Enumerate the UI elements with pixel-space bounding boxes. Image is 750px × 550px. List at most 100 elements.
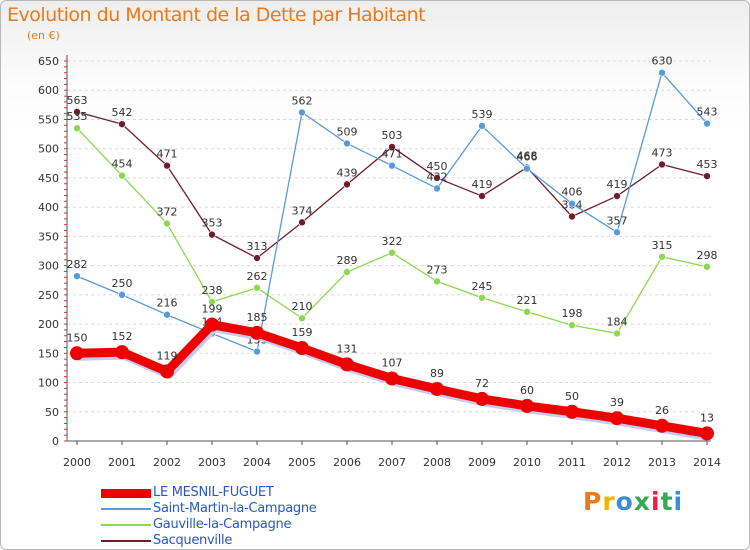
data-point [73, 124, 81, 133]
legend-label: Gauville-la-Campagne [153, 517, 292, 532]
data-label: 262 [247, 270, 268, 283]
data-label: 13 [700, 411, 714, 424]
data-point [163, 310, 171, 319]
data-point [613, 192, 621, 200]
data-point [298, 218, 306, 227]
chart-title: Evolution du Montant de la Dette par Hab… [7, 4, 426, 26]
data-point [700, 426, 714, 441]
data-point [163, 219, 171, 228]
data-point [703, 262, 711, 271]
data-label: 245 [472, 280, 493, 293]
data-point [658, 68, 666, 77]
x-tick-label: 2000 [63, 456, 91, 469]
chart-unit-label: (en €) [27, 29, 60, 42]
data-label: 198 [562, 307, 583, 320]
data-label: 453 [697, 158, 718, 171]
data-label: 503 [382, 129, 403, 142]
data-label: 372 [157, 206, 178, 219]
logo-letter: P [583, 487, 603, 516]
data-point [433, 277, 441, 286]
legend-swatch [101, 540, 151, 542]
x-tick-label: 2008 [423, 456, 451, 469]
x-tick-label: 2001 [108, 456, 136, 469]
data-point [340, 357, 354, 372]
data-point [208, 298, 216, 306]
data-point [433, 174, 441, 182]
data-label: 322 [382, 235, 403, 248]
data-label: 535 [67, 110, 88, 123]
data-label: 89 [430, 367, 444, 380]
data-label: 282 [67, 258, 88, 271]
data-label: 473 [652, 146, 673, 159]
data-point [478, 293, 486, 302]
x-tick-label: 2005 [288, 456, 316, 469]
data-point [703, 172, 711, 180]
data-point [523, 164, 531, 173]
data-label: 419 [607, 178, 628, 191]
data-point [70, 346, 84, 361]
data-point [388, 161, 396, 170]
data-point [385, 371, 399, 386]
data-label: 159 [292, 326, 313, 339]
data-label: 250 [112, 277, 133, 290]
data-label: 210 [292, 300, 313, 313]
y-tick-label: 350 [38, 230, 59, 243]
legend: LE MESNIL-FUGUET Saint-Martin-la-Campagne… [101, 485, 361, 549]
y-tick-label: 200 [38, 318, 59, 331]
data-point [565, 404, 579, 419]
x-tick-label: 2004 [243, 456, 271, 469]
data-point [205, 317, 219, 332]
data-label: 199 [202, 303, 223, 316]
data-point [73, 108, 81, 116]
data-point [478, 122, 486, 130]
legend-label: Saint-Martin-la-Campagne [153, 501, 317, 516]
data-point [613, 329, 621, 338]
data-point [73, 272, 81, 280]
data-point [250, 325, 264, 340]
data-label: 289 [337, 254, 358, 267]
data-label: 563 [67, 94, 88, 107]
data-label: 539 [472, 108, 493, 121]
y-tick-label: 450 [38, 172, 59, 185]
data-point [655, 418, 669, 433]
data-point [118, 171, 126, 180]
x-tick-label: 2014 [693, 456, 721, 469]
y-tick-label: 100 [38, 377, 59, 390]
data-label: 273 [427, 263, 448, 276]
data-point [298, 108, 306, 117]
logo-letter: t [660, 487, 674, 516]
data-label: 450 [427, 160, 448, 173]
proxiti-logo: Proxiti [583, 487, 683, 516]
x-tick-label: 2013 [648, 456, 676, 469]
data-label: 72 [475, 377, 489, 390]
data-point [433, 184, 441, 193]
data-label: 119 [157, 349, 178, 362]
legend-item: LE MESNIL-FUGUET [101, 485, 361, 501]
data-label: 150 [67, 331, 88, 344]
legend-label: Sacquenville [153, 533, 233, 548]
legend-item: Gauville-la-Campagne [101, 517, 361, 533]
data-point [388, 143, 396, 151]
x-tick-label: 2002 [153, 456, 181, 469]
x-tick-label: 2012 [603, 456, 631, 469]
data-label: 454 [112, 158, 133, 171]
data-label: 313 [247, 240, 268, 253]
data-label: 419 [472, 178, 493, 191]
data-point [388, 248, 396, 257]
data-label: 131 [337, 342, 358, 355]
data-point [520, 398, 534, 413]
data-label: 39 [610, 396, 624, 409]
data-label: 439 [337, 166, 358, 179]
y-tick-label: 50 [45, 406, 59, 419]
data-label: 630 [652, 55, 673, 68]
legend-swatch [101, 489, 151, 498]
data-point [613, 228, 621, 237]
y-tick-label: 300 [38, 260, 59, 273]
data-label: 353 [202, 217, 223, 230]
series-le-mesnil-fuguet: 150 152 119 199 185 159 131 107 89 72 60 50 39 26 13 [67, 303, 714, 441]
data-point [475, 391, 489, 406]
y-tick-label: 650 [38, 55, 59, 68]
data-point [118, 120, 126, 128]
data-point [658, 160, 666, 169]
